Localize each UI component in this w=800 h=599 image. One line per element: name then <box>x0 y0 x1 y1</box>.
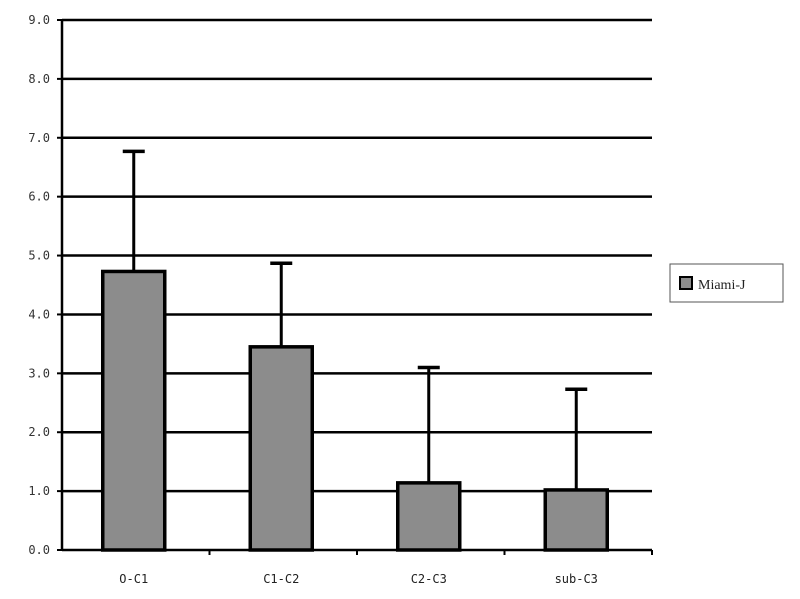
bar <box>396 481 462 552</box>
bar <box>248 345 314 552</box>
y-tick-label: 4.0 <box>28 307 50 321</box>
legend-label: Miami-J <box>698 278 746 293</box>
bar <box>101 269 167 552</box>
legend-swatch <box>679 276 693 290</box>
y-tick-label: 6.0 <box>28 190 50 204</box>
y-tick-label: 5.0 <box>28 249 50 263</box>
y-tick-label: 8.0 <box>28 72 50 86</box>
x-tick-label: O-C1 <box>119 572 148 586</box>
bar <box>543 488 609 552</box>
x-tick-label: C2-C3 <box>411 572 447 586</box>
y-tick-label: 9.0 <box>28 13 50 27</box>
y-tick-label: 3.0 <box>28 366 50 380</box>
y-tick-label: 2.0 <box>28 425 50 439</box>
y-tick-label: 7.0 <box>28 131 50 145</box>
x-tick-label: sub-C3 <box>555 572 598 586</box>
x-tick-label: C1-C2 <box>263 572 299 586</box>
y-tick-label: 1.0 <box>28 484 50 498</box>
y-tick-label: 0.0 <box>28 543 50 557</box>
